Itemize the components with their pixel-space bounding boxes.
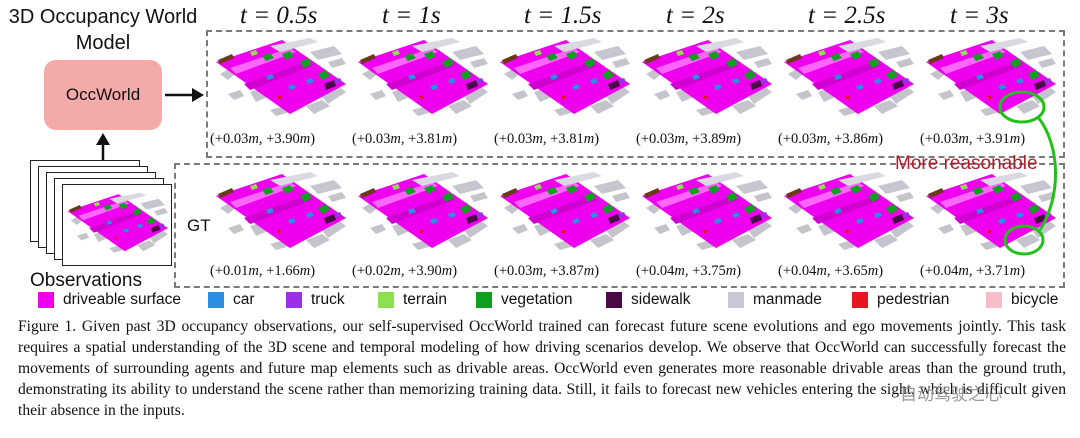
- legend-item: driveable surface: [38, 289, 181, 311]
- legend-swatch: [286, 292, 302, 308]
- legend-item: terrain: [378, 289, 447, 311]
- legend-label: truck: [311, 291, 345, 308]
- prediction-scene: [358, 38, 488, 116]
- arrow-head-up-icon: [96, 133, 110, 145]
- legend-swatch: [852, 292, 868, 308]
- legend-label: driveable surface: [63, 291, 182, 308]
- prediction-scene: [216, 38, 346, 116]
- figure-caption: Figure 1. Given past 3D occupancy observ…: [18, 318, 1066, 419]
- legend-label: vegetation: [501, 291, 573, 308]
- legend-swatch: [208, 292, 224, 308]
- prediction-ego-coordinate: (+0.03m, +3.89m): [636, 131, 742, 147]
- time-label: t = 3s: [950, 2, 1009, 29]
- highlight-ellipse-bottom: [1003, 224, 1045, 256]
- legend-label: car: [233, 291, 255, 308]
- legend-swatch: [38, 292, 54, 308]
- gt-ego-coordinate: (+0.04m, +3.71m): [920, 263, 1026, 279]
- prediction-ego-coordinate: (+0.03m, +3.81m): [494, 131, 600, 147]
- observation-stack: [30, 160, 180, 270]
- legend-swatch: [986, 292, 1002, 308]
- gt-scene: [784, 172, 914, 250]
- gt-ego-coordinate: (+0.02m, +3.90m): [352, 263, 458, 279]
- legend-label: manmade: [753, 291, 822, 308]
- time-label: t = 0.5s: [240, 2, 318, 29]
- gt-scene: [358, 172, 488, 250]
- highlight-annotation: [998, 90, 1057, 256]
- gt-panel: [174, 163, 1065, 288]
- legend-swatch: [728, 292, 744, 308]
- time-label: t = 1.5s: [524, 2, 602, 29]
- occworld-box: OccWorld: [44, 60, 162, 130]
- legend-item: vegetation: [476, 289, 573, 311]
- gt-ego-coordinate: (+0.01m, +1.66m): [210, 263, 316, 279]
- legend-item: pedestrian: [852, 289, 949, 311]
- legend-item: bicycle: [986, 289, 1058, 311]
- time-label: t = 1s: [382, 2, 441, 29]
- watermark: 自动驾驶之心: [900, 385, 1002, 404]
- legend-swatch: [606, 292, 622, 308]
- more-reasonable-label: More reasonable: [895, 153, 1038, 174]
- model-title: 3D Occupancy World Model: [8, 6, 198, 54]
- gt-ego-coordinate: (+0.03m, +3.87m): [494, 263, 600, 279]
- time-label: t = 2.5s: [808, 2, 886, 29]
- gt-scene: [642, 172, 772, 250]
- connector-arrows: [96, 88, 204, 164]
- arrow-head-right-icon: [192, 88, 204, 102]
- prediction-panel: [206, 30, 1065, 158]
- legend-label: pedestrian: [877, 291, 950, 308]
- prediction-ego-coordinate: (+0.03m, +3.86m): [778, 131, 884, 147]
- legend-item: manmade: [728, 289, 822, 311]
- highlight-ellipse-top: [998, 90, 1046, 124]
- gt-ego-coordinate: (+0.04m, +3.65m): [778, 263, 884, 279]
- legend-item: car: [208, 289, 255, 311]
- legend-swatch: [476, 292, 492, 308]
- prediction-ego-coordinate: (+0.03m, +3.81m): [352, 131, 458, 147]
- legend-swatch: [378, 292, 394, 308]
- occworld-label: OccWorld: [65, 85, 141, 104]
- observation-scene: [67, 192, 168, 253]
- gt-scene: [216, 172, 346, 250]
- legend-label: sidewalk: [631, 291, 691, 308]
- prediction-scene: [784, 38, 914, 116]
- gt-ego-coordinate: (+0.04m, +3.75m): [636, 263, 742, 279]
- legend-label: terrain: [403, 291, 447, 308]
- prediction-scene: [500, 38, 630, 116]
- prediction-ego-coordinate: (+0.03m, +3.90m): [210, 131, 316, 147]
- gt-label: GT: [187, 216, 211, 235]
- highlight-connector: [1036, 116, 1057, 231]
- prediction-scene: [642, 38, 772, 116]
- legend-item: truck: [286, 289, 345, 311]
- observations-label: Observations: [30, 270, 142, 291]
- gt-scene: [500, 172, 630, 250]
- legend-label: bicycle: [1011, 291, 1059, 308]
- time-label: t = 2s: [666, 2, 725, 29]
- prediction-ego-coordinate: (+0.03m, +3.91m): [920, 131, 1026, 147]
- legend-item: sidewalk: [606, 289, 690, 311]
